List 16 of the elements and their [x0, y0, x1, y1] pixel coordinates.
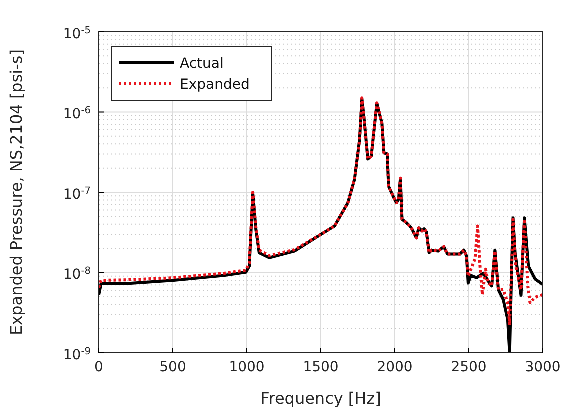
y-tick-label: 10$^{-8}$ [63, 266, 91, 284]
legend-label: Expanded [180, 76, 250, 93]
x-tick-label: 3000 [525, 359, 561, 376]
x-tick-label: 1000 [229, 359, 265, 376]
y-tick-label: 10$^{-5}$ [63, 24, 91, 42]
x-tick-label: 2500 [451, 359, 487, 376]
x-tick-label: 500 [160, 359, 186, 376]
x-tick-label: 2000 [377, 359, 413, 376]
y-tick-label: 10$^{-7}$ [63, 185, 91, 203]
legend-label: Actual [180, 56, 224, 72]
y-tick-label: 10$^{-6}$ [63, 105, 91, 123]
y-tick-label: 10$^{-9}$ [63, 346, 91, 364]
y-axis-title: Expanded Pressure, NS,2104 [psi-s] [7, 50, 26, 336]
x-tick-label: 0 [94, 359, 104, 376]
x-tick-label: 1500 [303, 359, 339, 376]
x-axis-title: Frequency [Hz] [260, 389, 382, 408]
